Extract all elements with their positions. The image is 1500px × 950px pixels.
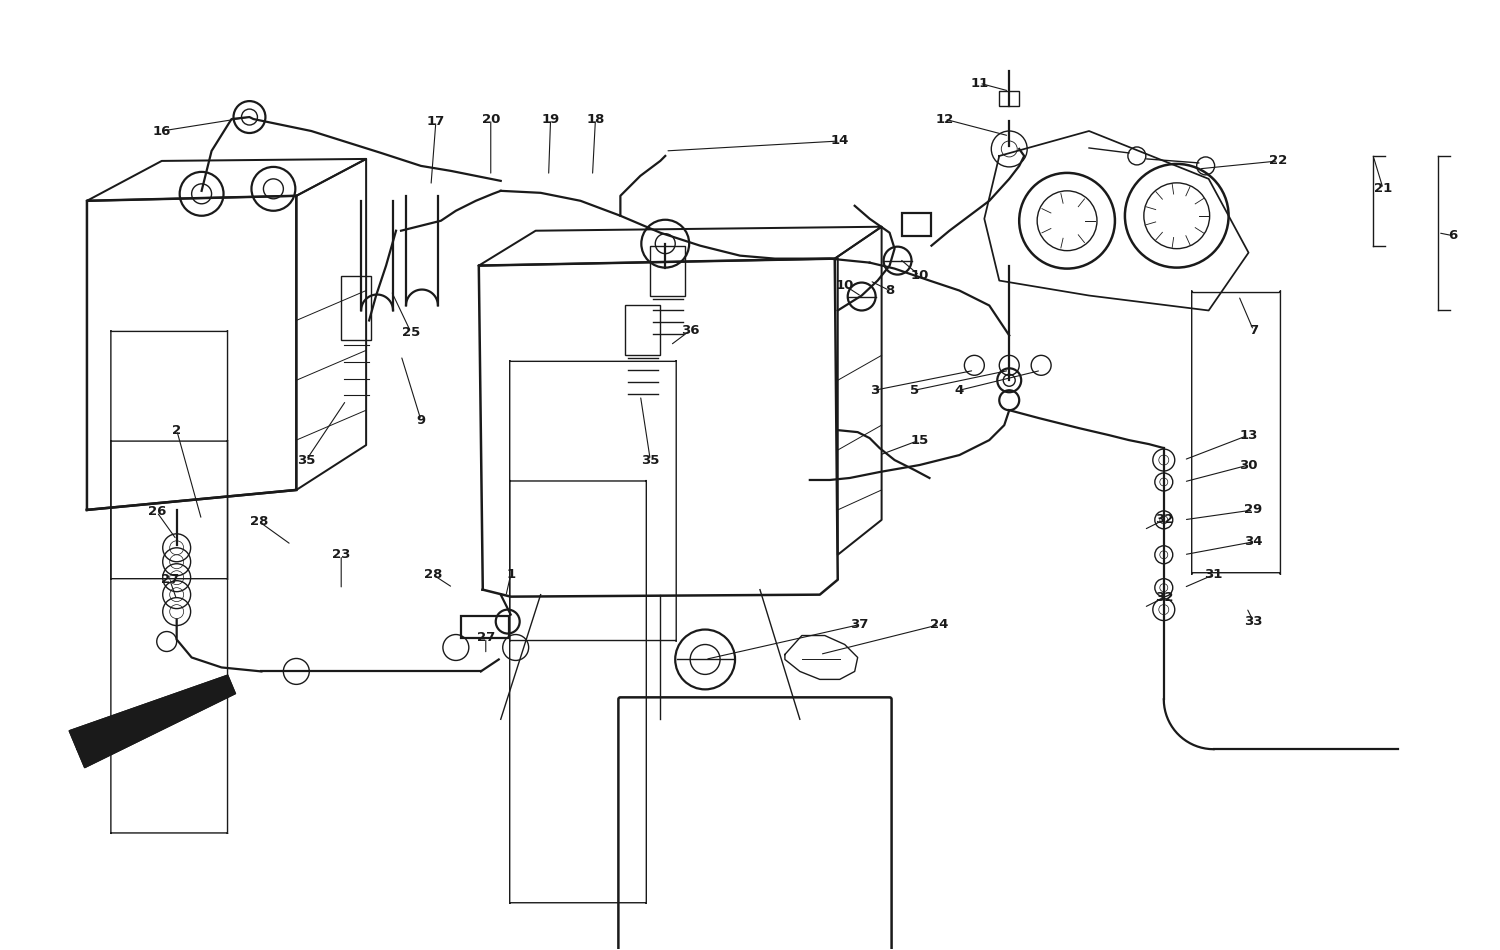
Text: 28: 28 [423,568,442,581]
Bar [999,91,1018,106]
Text: 11: 11 [970,77,988,89]
Text: 27: 27 [160,573,178,586]
Text: 2: 2 [172,424,182,437]
Text: 36: 36 [681,324,699,337]
Polygon shape [69,675,236,768]
Text: 29: 29 [1245,504,1263,517]
Text: 10: 10 [910,269,928,282]
Text: 18: 18 [586,112,604,125]
Text: 9: 9 [417,413,426,427]
Text: 8: 8 [885,284,894,297]
Text: 12: 12 [936,112,954,125]
Text: 5: 5 [910,384,920,397]
Text: 32: 32 [1155,591,1173,604]
Text: 31: 31 [1204,568,1222,581]
Text: 7: 7 [1250,324,1258,337]
Text: 22: 22 [1269,155,1287,167]
Text: 25: 25 [402,326,420,339]
Text: 1: 1 [506,568,516,581]
Text: 34: 34 [1245,535,1263,548]
Text: 20: 20 [482,112,500,125]
Text: 10: 10 [836,279,854,292]
Bar [460,616,509,637]
Text: 23: 23 [332,548,351,561]
Text: 27: 27 [477,631,495,644]
Text: 3: 3 [870,384,879,397]
Text: 19: 19 [542,112,560,125]
Text: 4: 4 [956,384,964,397]
Text: 16: 16 [153,124,171,138]
Text: 14: 14 [831,135,849,147]
Text: 6: 6 [1449,229,1458,242]
Bar [902,213,932,236]
Text: 15: 15 [910,433,928,446]
Text: 33: 33 [1245,615,1263,628]
Text: 21: 21 [1374,182,1392,196]
Text: 28: 28 [251,515,268,528]
Text: 32: 32 [1155,513,1173,526]
Text: 30: 30 [1239,459,1258,471]
Text: 37: 37 [850,618,868,631]
Bar [651,246,686,295]
Text: 35: 35 [297,453,315,466]
Bar [626,306,660,355]
Text: 17: 17 [427,115,445,127]
Text: 26: 26 [147,505,166,519]
Text: 35: 35 [640,453,660,466]
Bar [340,276,370,340]
Text: 13: 13 [1239,428,1257,442]
Text: 24: 24 [930,618,948,631]
